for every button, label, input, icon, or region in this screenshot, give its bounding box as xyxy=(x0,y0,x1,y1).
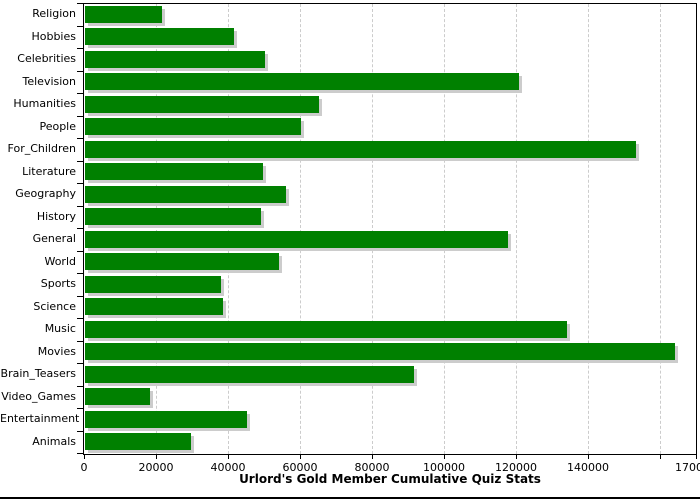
y-tick-mark xyxy=(77,228,83,229)
category-label: Music xyxy=(44,322,76,335)
category-label: Animals xyxy=(32,434,76,448)
y-tick-mark xyxy=(77,250,83,252)
category-label: Video_Games xyxy=(1,389,76,403)
category-label: Literature xyxy=(22,164,76,178)
category-label: Movies xyxy=(37,344,76,358)
y-tick-mark xyxy=(77,318,83,319)
x-tick-mark xyxy=(156,455,157,459)
category-label: Television xyxy=(22,74,77,88)
category-label: Brain_Teasers xyxy=(0,367,76,380)
gridline xyxy=(300,4,301,454)
y-tick-mark xyxy=(77,115,83,117)
bar-religion xyxy=(85,5,163,23)
bar-for_children xyxy=(85,140,636,158)
gridline xyxy=(228,4,229,454)
category-label: History xyxy=(36,209,76,223)
bar-humanities xyxy=(85,95,319,113)
x-tick-label: 60000 xyxy=(282,461,318,474)
y-tick-mark xyxy=(77,385,83,387)
bar-general xyxy=(85,230,508,248)
category-label: Religion xyxy=(32,7,76,20)
x-tick-mark xyxy=(660,455,661,459)
bar-television xyxy=(85,73,519,90)
plot-area xyxy=(83,3,697,455)
y-tick-mark xyxy=(77,138,83,139)
y-tick-mark xyxy=(77,48,83,49)
bar-movies xyxy=(85,343,676,360)
category-label: World xyxy=(44,254,76,268)
y-tick-mark xyxy=(77,183,83,184)
y-tick-mark xyxy=(77,408,83,409)
gridline xyxy=(588,4,589,454)
bar-history xyxy=(85,208,262,225)
x-tick-mark xyxy=(516,455,517,459)
x-tick-label: 80000 xyxy=(354,461,390,474)
y-tick-mark xyxy=(77,295,83,297)
x-tick-mark xyxy=(372,455,373,459)
bar-video_games xyxy=(85,388,150,405)
x-tick-label: 140000 xyxy=(567,461,609,474)
bar-music xyxy=(85,320,568,338)
bar-people xyxy=(85,118,301,135)
x-tick-mark xyxy=(228,455,229,459)
y-tick-mark xyxy=(77,430,83,432)
screenshot-bottom-border xyxy=(0,497,700,499)
category-label: Sports xyxy=(40,277,76,290)
category-label: Entertainment xyxy=(0,412,80,425)
y-tick-mark xyxy=(77,453,83,454)
y-tick-mark xyxy=(77,363,83,364)
x-tick-mark xyxy=(588,455,589,459)
chart-title: Urlord's Gold Member Cumulative Quiz Sta… xyxy=(239,472,541,486)
gridline xyxy=(156,4,157,454)
y-tick-mark xyxy=(77,25,83,27)
y-tick-mark xyxy=(77,340,83,342)
gridline xyxy=(372,4,373,454)
gridline xyxy=(516,4,517,454)
y-tick-mark xyxy=(77,70,83,72)
x-tick-mark xyxy=(444,455,445,459)
gridline xyxy=(660,4,661,454)
bar-literature xyxy=(85,163,264,180)
category-label: Hobbies xyxy=(31,29,76,43)
gridline xyxy=(444,4,445,454)
bar-animals xyxy=(85,433,192,450)
category-label: Humanities xyxy=(13,97,76,110)
bar-entertainment xyxy=(85,410,247,428)
bar-brain_teasers xyxy=(85,365,415,383)
bar-geography xyxy=(85,185,286,203)
x-tick-label: 0 xyxy=(80,461,88,474)
category-label: Science xyxy=(33,299,76,313)
x-tick-mark xyxy=(300,455,301,459)
y-tick-mark xyxy=(77,205,83,207)
category-label: General xyxy=(32,232,76,245)
category-label: Geography xyxy=(15,187,76,200)
x-tick-label: 100000 xyxy=(423,461,465,474)
x-tick-mark xyxy=(696,455,697,459)
bar-sports xyxy=(85,275,222,293)
x-tick-mark xyxy=(84,455,85,459)
y-tick-mark xyxy=(77,273,83,274)
bar-world xyxy=(85,253,280,270)
x-tick-label: 20000 xyxy=(138,461,174,474)
y-tick-mark xyxy=(77,3,83,4)
y-tick-mark xyxy=(77,93,83,94)
x-tick-label: 120000 xyxy=(495,461,537,474)
category-label: For_Children xyxy=(7,142,76,155)
bar-hobbies xyxy=(85,28,235,45)
x-tick-label: 40000 xyxy=(210,461,246,474)
bar-celebrities xyxy=(85,50,265,68)
bar-science xyxy=(85,298,223,315)
category-label: People xyxy=(39,119,76,133)
y-tick-mark xyxy=(77,160,83,162)
x-tick-label: 170000 xyxy=(675,461,700,474)
category-label: Celebrities xyxy=(17,52,76,65)
